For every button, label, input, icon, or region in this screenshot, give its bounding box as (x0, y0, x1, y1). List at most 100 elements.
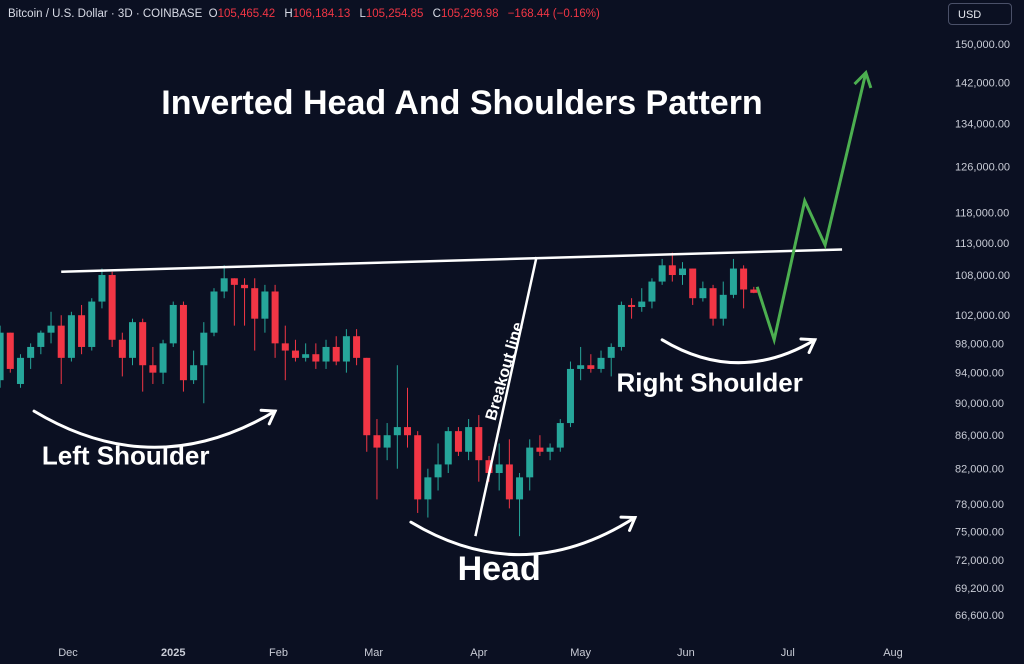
candle-body (546, 447, 554, 452)
candle (393, 365, 401, 469)
candle-body (37, 332, 45, 347)
annotation-label: Right Shoulder (617, 368, 803, 398)
breakout-line (474, 256, 538, 537)
candle-body (179, 304, 187, 381)
candle-body (444, 431, 452, 465)
candle-body (149, 365, 157, 373)
candle (444, 427, 452, 474)
candle (679, 262, 687, 285)
candle-body (200, 332, 208, 366)
candle (648, 278, 656, 309)
candle-body (658, 265, 666, 282)
candle (373, 419, 381, 500)
candle (383, 423, 391, 461)
projection-arrowhead (853, 69, 873, 89)
candle (587, 354, 595, 373)
candle-body (373, 435, 381, 448)
candle (47, 311, 55, 344)
y-tick-label: 98,000.00 (955, 338, 1004, 350)
open-value: 105,465.42 (217, 8, 276, 20)
low-label: L (359, 8, 366, 20)
candle-body (220, 278, 228, 292)
candle (465, 419, 473, 461)
candle (312, 343, 320, 369)
curved-arrowhead (799, 337, 818, 355)
candle (129, 318, 137, 366)
breakout-label: Breakout line (483, 320, 527, 422)
candle-body (729, 268, 737, 295)
candle (516, 473, 524, 537)
candle (424, 468, 432, 518)
candle (67, 311, 75, 362)
candle-body (67, 315, 75, 358)
candle (37, 330, 45, 355)
candle-body (353, 336, 361, 358)
currency-button[interactable]: USD (948, 3, 1012, 25)
candle (6, 332, 14, 373)
candle-body (699, 288, 707, 299)
candle-body (383, 435, 391, 448)
candle-body (648, 281, 656, 302)
candle (342, 329, 350, 373)
candle (139, 318, 147, 392)
candle-body (454, 431, 462, 452)
candle-body (281, 343, 289, 351)
x-tick-label: Apr (470, 647, 487, 659)
close-label: C (432, 8, 441, 20)
curved-arrowhead (619, 515, 638, 532)
candle-body (536, 447, 544, 452)
candle (526, 439, 534, 491)
candle (98, 268, 106, 309)
candle-body (495, 464, 503, 474)
candle (628, 298, 636, 319)
candle-body (332, 346, 340, 362)
candle (108, 271, 116, 347)
open-label: O (208, 8, 218, 20)
y-tick-label: 66,600.00 (955, 610, 1004, 622)
y-tick-label: 118,000.00 (955, 208, 1009, 220)
candle-body (587, 365, 595, 369)
candle-body (607, 346, 615, 358)
close-value: 105,296.98 (440, 8, 499, 20)
candle-body (159, 343, 167, 373)
candle-body (271, 291, 279, 344)
candle-body (526, 447, 534, 478)
candle (88, 298, 96, 351)
candle (271, 284, 279, 358)
x-tick-label: Jul (781, 647, 795, 659)
candle (363, 357, 371, 452)
y-tick-label: 78,000.00 (955, 499, 1004, 511)
candle (699, 281, 707, 302)
annotation-label: Left Shoulder (42, 440, 210, 470)
candle (404, 387, 412, 448)
candle (454, 427, 462, 456)
candle-body (57, 325, 65, 358)
candle-body (638, 301, 646, 307)
y-tick-label: 102,000.00 (955, 310, 1010, 322)
candle (434, 443, 442, 491)
candle-body (709, 288, 717, 319)
candle (291, 339, 299, 362)
candle (353, 329, 361, 366)
x-axis: Dec 2025 Feb Mar Apr May Jun Jul Aug (58, 647, 903, 659)
candle-body (312, 354, 320, 362)
candle (169, 301, 177, 347)
y-tick-label: 134,000.00 (955, 118, 1010, 130)
candle (607, 343, 615, 377)
y-tick-label: 75,000.00 (955, 526, 1004, 538)
candle-body (393, 427, 401, 436)
candle (536, 435, 544, 456)
y-tick-label: 69,200.00 (955, 583, 1004, 595)
candle-body (689, 268, 697, 299)
x-tick-label: Jun (677, 647, 695, 659)
candle (210, 288, 218, 337)
candle-body (363, 357, 371, 436)
curved-arrow (32, 409, 277, 449)
candle-body (617, 304, 625, 347)
candle-body (628, 304, 636, 307)
candle-body (668, 265, 676, 276)
annotation-label: Head (458, 550, 541, 588)
low-value: 105,254.85 (365, 8, 424, 20)
candle-body (404, 427, 412, 436)
